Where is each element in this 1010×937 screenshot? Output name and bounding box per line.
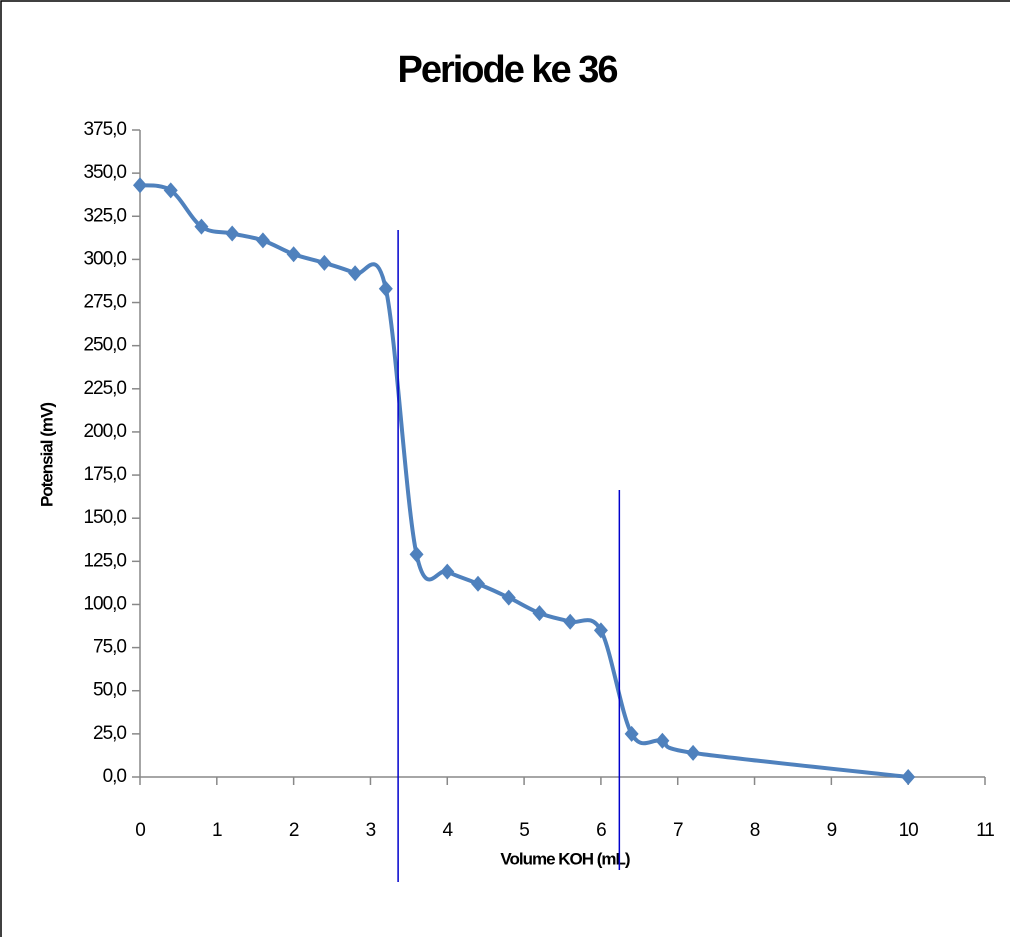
data-point xyxy=(255,232,270,249)
x-tick-label: 8 xyxy=(750,820,760,841)
x-tick-label: 6 xyxy=(596,820,606,841)
x-tick-label: 1 xyxy=(212,820,222,841)
x-tick-label: 10 xyxy=(899,820,919,841)
data-point xyxy=(624,725,639,742)
x-tick-label: 0 xyxy=(135,820,145,841)
data-point xyxy=(593,622,608,639)
y-tick-label: 0,0 xyxy=(103,766,127,787)
data-point xyxy=(501,589,516,606)
x-tick-label: 7 xyxy=(673,820,683,841)
data-point xyxy=(163,182,178,199)
y-tick-label: 150,0 xyxy=(83,507,126,528)
y-tick-label: 25,0 xyxy=(93,723,126,744)
x-tick-label: 4 xyxy=(442,820,453,841)
data-point xyxy=(686,744,701,761)
x-tick-label: 11 xyxy=(976,820,994,841)
data-point xyxy=(440,563,455,580)
data-point xyxy=(225,225,240,242)
y-axis-title: Potensial (mV) xyxy=(37,403,56,507)
data-point xyxy=(655,732,670,749)
data-point xyxy=(378,280,393,297)
y-tick-label: 325,0 xyxy=(83,205,126,226)
y-tick-label: 300,0 xyxy=(83,248,126,269)
y-tick-label: 250,0 xyxy=(83,335,126,356)
y-tick-label: 125,0 xyxy=(83,550,126,571)
data-point xyxy=(471,575,485,592)
x-tick-label: 3 xyxy=(366,820,376,841)
data-point xyxy=(194,218,209,235)
data-line xyxy=(139,183,909,779)
data-point xyxy=(317,254,332,271)
y-tick-label: 200,0 xyxy=(83,421,126,442)
x-axis-title: Volume KOH (mL) xyxy=(500,849,630,868)
y-tick-label: 50,0 xyxy=(93,680,126,701)
y-tick-label: 225,0 xyxy=(83,378,126,399)
y-tick-label: 275,0 xyxy=(83,292,126,313)
x-tick-label: 5 xyxy=(519,820,529,841)
y-tick-label: 375,0 xyxy=(83,119,126,140)
chart-title: Periode ke 36 xyxy=(397,49,617,91)
x-tick-label: 9 xyxy=(827,820,837,841)
data-point xyxy=(532,605,547,622)
data-point xyxy=(348,265,363,282)
data-point xyxy=(409,546,424,563)
y-tick-label: 350,0 xyxy=(83,162,126,183)
data-point xyxy=(563,613,578,630)
data-point xyxy=(901,769,916,785)
y-tick-label: 175,0 xyxy=(83,464,126,485)
x-tick-label: 2 xyxy=(289,820,299,841)
y-tick-label: 75,0 xyxy=(93,637,126,658)
y-tick-label: 100,0 xyxy=(83,593,126,614)
data-point xyxy=(286,246,301,263)
data-point xyxy=(133,177,147,194)
